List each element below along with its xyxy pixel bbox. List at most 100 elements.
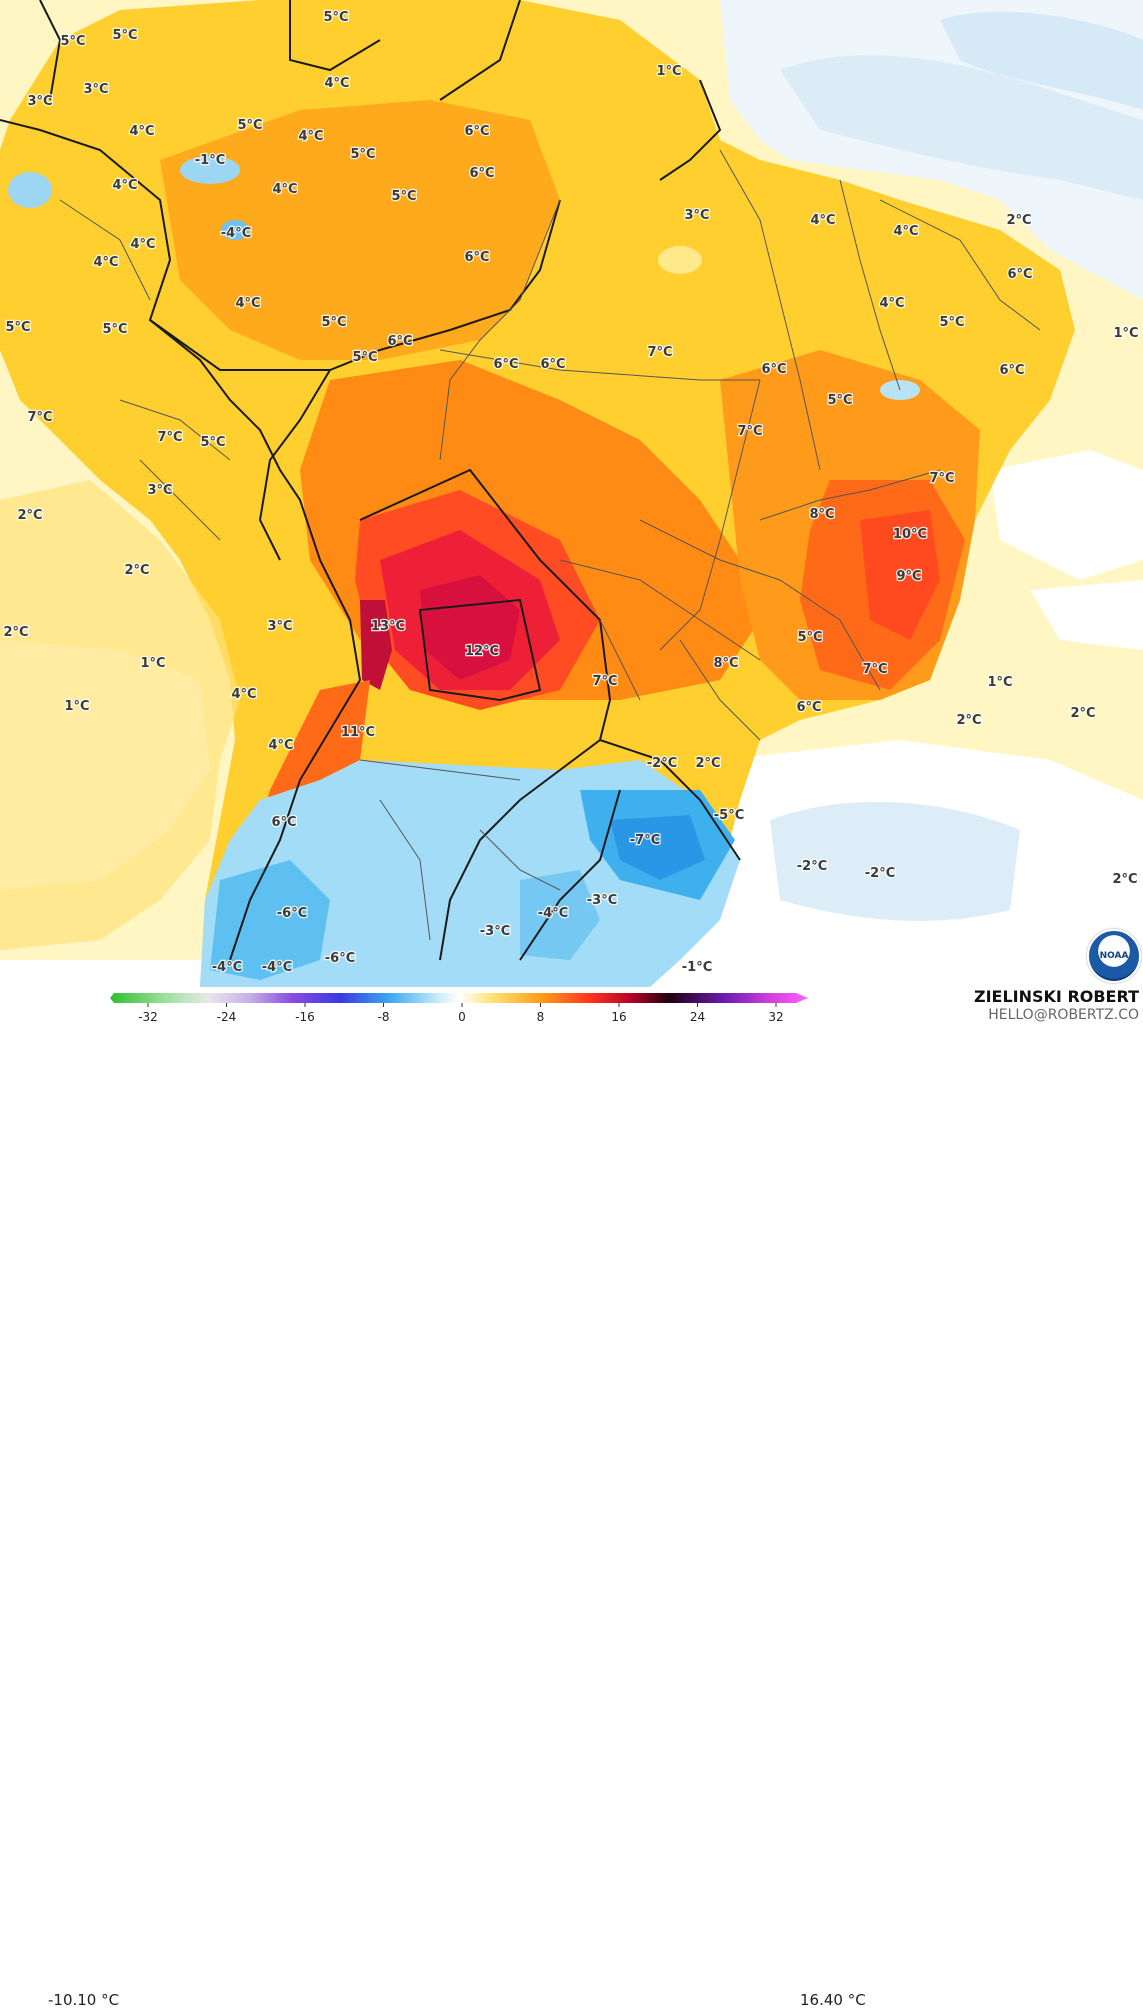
temperature-label: -2°C [797,859,827,874]
temperature-label: -1°C [195,153,225,168]
temperature-label: 5°C [102,322,127,337]
temperature-label: 12°C [465,644,499,659]
temperature-label: 7°C [862,662,887,677]
temperature-label: 6°C [464,124,489,139]
temperature-label: 4°C [879,296,904,311]
temperature-label: 6°C [493,357,518,372]
temperature-label: 5°C [5,320,30,335]
temperature-label: 5°C [827,393,852,408]
temperature-label: 2°C [17,508,42,523]
temperature-label: 5°C [200,435,225,450]
scale-tick-label: -24 [217,1010,237,1024]
temperature-label: 7°C [737,424,762,439]
temperature-labels: 5°C 5°C 5°C 3°C 3°C 4°C 4°C 5°C 4°C 5°C 6°C 6°C -1°C… [2,9,1140,977]
temperature-label: 5°C [60,34,85,49]
land-fill [0,0,1075,987]
noaa-logo: NOAA [1087,929,1141,983]
temperature-label: 7°C [27,410,52,425]
scale-ticks: -32 -24 -16 -8 0 8 16 24 32 [138,1003,784,1024]
temperature-label: 5°C [237,118,262,133]
temperature-label: -4°C [262,960,292,975]
temperature-label: 2°C [1006,213,1031,228]
temperature-label: 5°C [391,189,416,204]
temperature-label: -3°C [480,924,510,939]
scale-tick-label: -8 [378,1010,390,1024]
temperature-label: -6°C [277,906,307,921]
temperature-label: 6°C [271,815,296,830]
temperature-label: 4°C [231,687,256,702]
temperature-label: 6°C [761,362,786,377]
temperature-label: -4°C [538,906,568,921]
temperature-label: 2°C [124,563,149,578]
temperature-label: 6°C [464,250,489,265]
scale-tick-label: 32 [768,1010,783,1024]
temperature-label: 1°C [1113,326,1138,341]
temperature-label: 4°C [268,738,293,753]
temperature-anomaly-map: 5°C 5°C 5°C 3°C 3°C 4°C 4°C 5°C 4°C 5°C 6°C 6°C -1°C… [0,0,1143,987]
scale-min-label: -10.10 °C [48,1991,120,2009]
temperature-label: 8°C [713,656,738,671]
temperature-label: 4°C [235,296,260,311]
credit-email: HELLO@ROBERTZ.CO [988,1007,1139,1023]
temperature-label: -2°C [647,756,677,771]
temperature-label: -5°C [714,808,744,823]
temperature-label: 5°C [323,10,348,25]
temperature-label: 2°C [1112,872,1137,887]
temperature-label: 1°C [987,675,1012,690]
temperature-label: 7°C [929,471,954,486]
temperature-label: 5°C [112,28,137,43]
temperature-label: 3°C [27,94,52,109]
temperature-label: 4°C [893,224,918,239]
temperature-label: 3°C [684,208,709,223]
temperature-label: 9°C [896,569,921,584]
temperature-label: 3°C [267,619,292,634]
temperature-label: 5°C [797,630,822,645]
temperature-label: 10°C [893,527,927,542]
temperature-label: 5°C [321,315,346,330]
temperature-label: 3°C [147,483,172,498]
scale-tick-label: 8 [537,1010,545,1024]
temperature-label: 7°C [592,674,617,689]
temperature-label: -3°C [587,893,617,908]
temperature-label: 4°C [112,178,137,193]
temperature-label: 3°C [83,82,108,97]
temperature-label: 7°C [647,345,672,360]
temperature-label: 4°C [93,255,118,270]
color-scale-gradient [110,993,808,1003]
scale-tick-label: -16 [295,1010,315,1024]
temperature-label: 7°C [157,430,182,445]
temperature-label: 5°C [939,315,964,330]
temperature-label: -2°C [865,866,895,881]
state-lines [59,149,1041,941]
temperature-label: 1°C [656,64,681,79]
temperature-label: 2°C [3,625,28,640]
temperature-label: -7°C [630,833,660,848]
temperature-label: 4°C [130,237,155,252]
temperature-label: 6°C [540,357,565,372]
credit-name: ZIELINSKI ROBERT [973,987,1139,1006]
temperature-label: 2°C [1070,706,1095,721]
temperature-label: -1°C [682,960,712,975]
temperature-label: -4°C [212,960,242,975]
temperature-label: 6°C [999,363,1024,378]
temperature-label: 4°C [298,129,323,144]
temperature-label: 4°C [272,182,297,197]
temperature-label: 1°C [64,699,89,714]
temperature-label: 4°C [129,124,154,139]
temperature-label: 4°C [324,76,349,91]
temperature-label: -4°C [221,226,251,241]
temperature-label: 6°C [796,700,821,715]
scale-tick-label: -32 [138,1010,158,1024]
borders [0,0,741,961]
scale-tick-label: 24 [690,1010,705,1024]
scale-max-label: 16.40 °C [800,1991,866,2009]
temperature-label: 5°C [352,350,377,365]
temperature-label: 2°C [695,756,720,771]
temperature-label: 11°C [341,725,375,740]
temperature-label: 13°C [371,619,405,634]
temperature-label: 5°C [350,147,375,162]
temperature-label: -6°C [325,951,355,966]
color-scale-bar: -32 -24 -16 -8 0 8 16 24 32 [110,993,808,1024]
scale-tick-label: 0 [458,1010,466,1024]
temperature-label: 8°C [809,507,834,522]
